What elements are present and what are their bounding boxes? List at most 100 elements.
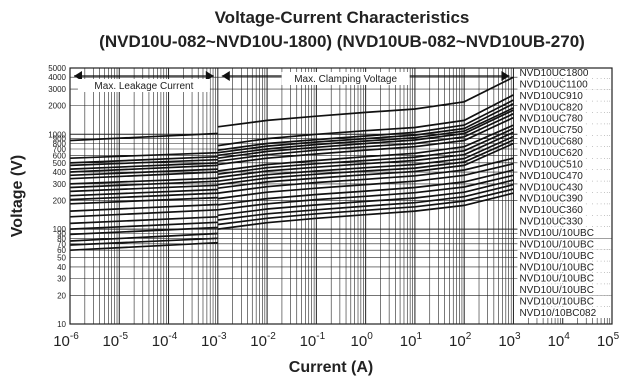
series-line [217,107,514,157]
series-line [217,162,514,200]
series-line [217,102,514,154]
series-line [217,131,514,179]
legend-label: NVD10UC330 [519,217,583,228]
y-tick-label: 4000 [48,73,66,82]
legend-label: NVD10UC430 [519,182,583,193]
y-tick-label: 600 [53,151,67,160]
annotation-label-bg [281,72,410,85]
arrow-head [221,71,230,81]
arrow-head [74,71,82,81]
series-line [217,188,514,226]
y-tick-label: 50 [57,254,66,263]
series-line [69,158,218,167]
series-line [217,112,514,163]
x-tick-label: 101 [400,331,423,350]
legend-label-bg [517,284,614,296]
legend-label-bg [517,169,614,181]
chart-title: Voltage-Current Characteristics [215,8,470,27]
y-tick-label: 80 [57,234,66,243]
series-lines [69,76,514,252]
x-tick-label: 10-4 [152,331,178,350]
y-tick-label: 1000 [48,130,66,139]
x-tick-label: 10-3 [201,331,227,350]
series-line [69,208,218,218]
y-tick-label: 40 [57,263,66,272]
series-line [217,139,514,186]
annotation-label: Max. Leakage Current [94,81,193,92]
y-tick-label: 5000 [48,64,66,73]
legend-label: NVD10UC780 [519,114,583,125]
series-line [69,177,218,185]
legend-label: NVD10/10BC082 [519,308,596,319]
series-line [69,232,218,242]
legend-label-bg [517,158,614,170]
legend-label: NVD10UC1100 [519,79,588,90]
x-tick-label: 10-2 [250,331,276,350]
series-line [217,135,514,183]
y-tick-label: 30 [57,275,66,284]
legend-label-bg [517,124,614,136]
series-line [69,188,218,197]
legend-label: NVD10UC620 [519,148,583,159]
arrow-head [501,71,510,81]
x-tick-labels: 10-6 10-5 10-4 10-3 10-2 10-1 100 101 102 103 104 1… [53,331,619,350]
y-tick-label: 500 [53,159,67,168]
series-line [217,109,514,160]
x-tick-label: 10-5 [102,331,128,350]
series-line [69,162,218,170]
legend-label-bg [517,112,614,124]
legend-label-bg [517,67,614,78]
legend-label: NVD10U/10UBC [519,297,593,308]
series-line [69,168,218,177]
y-tick-label: 2000 [48,102,66,111]
series-line [69,171,218,180]
x-axis-title: Current (A) [289,359,373,376]
legend-label: NVD10UC360 [519,205,583,216]
legend-label-bg [517,215,614,227]
legend-label: NVD10UC750 [519,125,583,136]
legend: NVD10UC1800NVD10UC1100NVD10UC910NVD10UC8… [517,67,614,319]
series-line [217,124,514,172]
chart-subtitle: (NVD10U-082~NVD10U-1800) (NVD10UB-082~NV… [99,32,585,51]
series-line [217,157,514,194]
legend-label: NVD10U/10UBC [519,228,593,239]
series-line [69,192,218,201]
legend-label-bg [517,249,614,261]
legend-label: NVD10U/10UBC [519,274,593,285]
x-tick-label: 104 [548,331,571,350]
legend-label: NVD10UC1800 [519,68,588,79]
series-line [217,76,514,128]
legend-label-bg [517,295,614,307]
legend-label: NVD10U/10UBC [519,262,593,273]
y-tick-label: 10 [57,320,66,329]
series-line [217,174,514,211]
series-line [217,192,514,230]
arrow-head [205,71,214,81]
legend-label: NVD10U/10UBC [519,285,593,296]
series-line [69,203,218,212]
series-line [217,169,514,206]
series-line [217,116,514,166]
series-line [69,164,218,173]
legend-label-bg [517,78,614,90]
series-line [69,215,218,225]
x-tick-label: 10-1 [300,331,326,350]
legend-label-bg [517,89,614,101]
legend-label: NVD10UC910 [519,91,583,102]
legend-label: NVD10UC390 [519,194,583,205]
annotation-label-bg [77,79,210,92]
x-tick-label: 103 [498,331,521,350]
y-tick-label: 100 [53,225,67,234]
series-line [217,99,514,152]
series-line [69,184,218,193]
legend-label: NVD10UC510 [519,159,583,170]
y-tick-label: 60 [57,246,66,255]
series-line [69,180,218,189]
x-tick-label: 100 [351,331,374,350]
legend-label-bg [517,192,614,204]
legend-label: NVD10UC820 [519,102,583,113]
legend-label-bg [517,147,614,158]
legend-label-bg [517,272,614,284]
plot-frame [69,67,613,325]
